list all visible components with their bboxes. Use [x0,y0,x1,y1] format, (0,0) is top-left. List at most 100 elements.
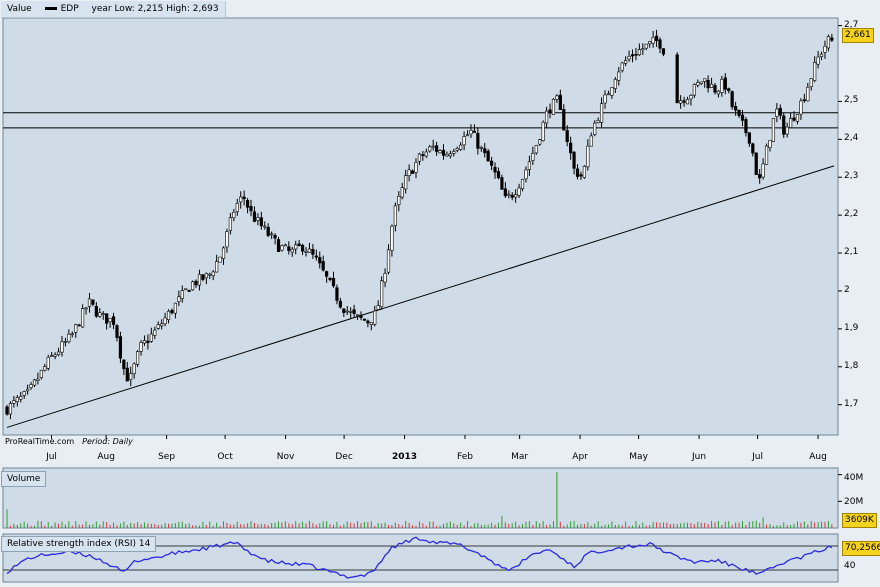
candle-body [177,296,181,302]
candle-body [19,396,23,400]
candle-body [479,147,483,149]
candle-body [383,273,387,283]
candle-body [153,329,157,336]
candle-body [682,100,686,103]
candle-body [180,290,184,299]
candle-body [582,165,586,178]
candle-body [785,126,789,135]
candle-body [325,271,329,277]
candle-body [771,118,776,142]
price-y-tick-label: 2,5 [844,95,859,106]
candle-body [314,255,318,258]
candle-body [675,54,679,104]
candle-body [235,203,239,212]
candle-body [201,274,205,280]
candle-body [380,280,384,308]
candle-body [775,108,779,117]
candle-body [63,340,68,343]
candle-body [184,288,188,291]
rsi-last-value-badge: 70,2566 [842,541,880,556]
candle-body [122,359,126,370]
candle-body [679,100,683,104]
candle-body [465,134,470,137]
candle-body [696,82,700,86]
candle-body [259,217,263,227]
candle-body [782,115,786,135]
candle-body [366,320,370,324]
candle-body [534,145,538,154]
candle-body [29,384,33,388]
candle-body [496,171,501,179]
candle-body [105,313,109,324]
candle-body [606,93,611,96]
candle-body [197,274,202,286]
candle-body [98,312,102,317]
candle-body [252,211,257,222]
candle-body [514,194,518,198]
x-tick-label: Mar [511,452,529,462]
candle-body [548,109,552,114]
trend-line [6,165,835,428]
rsi-panel-label: Relative strength index (RSI) 14 [1,536,157,552]
candle-body [520,178,525,190]
candle-body [483,148,487,154]
candle-body [452,151,456,154]
candle-body [524,169,528,180]
candle-body [493,166,497,173]
price-plot-area [2,17,839,436]
candle-body [424,151,428,157]
price-y-tick-label: 2,1 [844,247,859,258]
price-y-tick-label: 2,2 [844,209,859,220]
candle-body [81,308,85,328]
candle-body [67,333,71,342]
rsi-line [6,536,833,579]
x-tick-label: Apr [572,452,588,462]
candle-body [166,310,171,321]
candle-body [139,342,143,352]
candle-body [287,246,291,251]
candle-body [245,200,250,208]
candle-body [596,120,600,123]
candle-body [362,318,367,321]
candle-body [390,225,394,251]
candle-body [617,71,621,81]
candle-body [5,406,9,415]
candle-body [751,143,755,154]
candle-body [472,130,477,133]
candle-body [486,150,490,162]
candle-body [225,231,229,248]
candle-body [149,333,153,342]
candle-body [826,36,831,49]
x-tick-label: 2013 [392,452,418,462]
candle-body [819,53,824,57]
candle-body [538,139,542,145]
candle-body [331,278,336,287]
candle-body [194,280,198,286]
volume-tick-40m: 40M [844,473,864,483]
candle-body [242,196,246,200]
price-y-tick-label: 2,3 [844,171,859,182]
candle-body [136,351,140,365]
candle-body [641,48,645,51]
volume-tick-20m: 20M [844,497,864,507]
candle-body [572,151,576,169]
candle-body [386,249,391,273]
candle-body [802,99,806,101]
candle-body [43,366,47,371]
price-y-tick-label: 2 [844,284,850,295]
candle-body [823,45,827,53]
candle-body [624,60,628,64]
candle-body [156,324,160,329]
candle-body [789,118,793,128]
x-tick-label: Jul [752,452,764,462]
candle-body [204,273,208,279]
candle-body [575,168,580,177]
candle-body [644,43,648,49]
candle-body [190,281,195,291]
candle-body [404,175,408,190]
volume-last-value-badge: 3609K [842,513,877,528]
candle-body [228,217,232,231]
candle-body [562,108,566,131]
candle-body [658,39,662,49]
candle-body [747,132,751,144]
